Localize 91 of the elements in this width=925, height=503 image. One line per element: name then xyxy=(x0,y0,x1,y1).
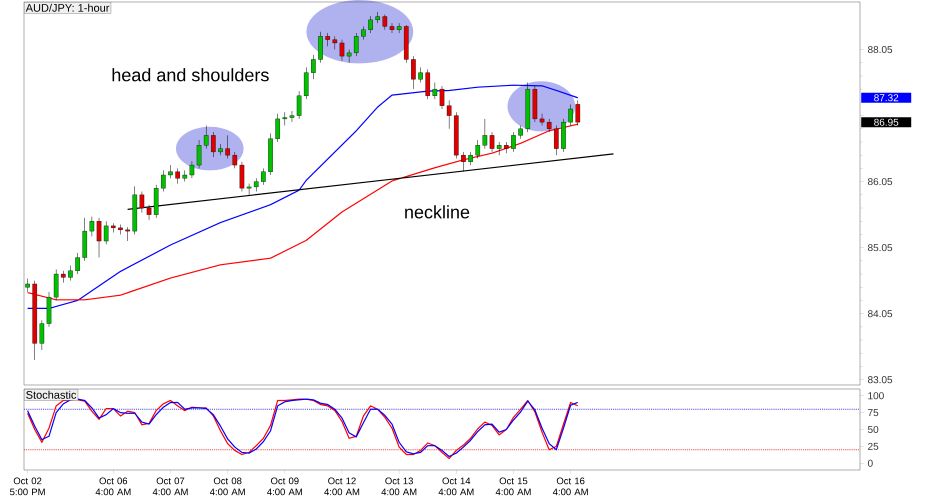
candlestick xyxy=(418,67,423,83)
candlestick xyxy=(540,113,544,126)
candlestick xyxy=(232,152,238,169)
candlestick xyxy=(554,125,559,156)
chart-title: AUD/JPY: 1-hour xyxy=(26,4,110,12)
candlestick xyxy=(440,86,444,110)
candlestick xyxy=(432,82,438,100)
text: 86.95 xyxy=(874,118,898,126)
y-tick-label: 86.05 xyxy=(868,178,892,186)
candlestick xyxy=(318,31,323,63)
y-tick-label: 84.05 xyxy=(868,310,892,318)
candlestick xyxy=(218,144,223,156)
candlestick xyxy=(575,100,580,126)
candlestick xyxy=(446,100,452,130)
candlestick xyxy=(68,265,73,281)
candlestick xyxy=(311,54,316,80)
candlestick xyxy=(40,320,44,350)
candlestick xyxy=(90,216,94,237)
candlestick xyxy=(511,132,516,152)
candlestick xyxy=(346,49,352,63)
candlestick xyxy=(375,12,380,24)
candlestick xyxy=(25,278,30,292)
y-tick-label: 85.05 xyxy=(868,244,892,252)
candlestick xyxy=(504,142,509,154)
candlestick xyxy=(368,16,373,34)
annotation: neckline xyxy=(405,205,470,218)
candlestick xyxy=(546,118,552,132)
candlestick xyxy=(390,22,394,34)
candlestick xyxy=(96,218,102,258)
y-tick-label: 100 xyxy=(868,392,884,400)
candlestick xyxy=(60,270,66,283)
candlestick xyxy=(361,26,366,40)
x-tick-label: Oct 16 4:00 AM xyxy=(552,478,588,496)
candlestick xyxy=(568,104,573,126)
y-tick-label: 75 xyxy=(868,409,878,416)
candlestick xyxy=(190,160,194,179)
candlestick xyxy=(475,140,480,159)
candlestick xyxy=(182,170,188,182)
candlestick xyxy=(240,162,244,192)
x-tick-label: Oct 08 4:00 AM xyxy=(210,478,245,496)
candlestick xyxy=(296,90,302,120)
candlestick xyxy=(75,252,80,274)
candlestick xyxy=(482,118,488,149)
x-tick-label: Oct 09 4:00 AM xyxy=(267,478,302,496)
y-tick-label: 25 xyxy=(868,442,878,450)
x-tick-label: Oct 12 4:00 AM xyxy=(324,478,360,496)
candlestick xyxy=(340,39,344,62)
x-tick-label: Oct 06 4:00 AM xyxy=(96,478,130,496)
x-tick-label: Oct 14 4:00 AM xyxy=(438,478,474,496)
candlestick xyxy=(411,56,416,90)
y-tick-label: 83.05 xyxy=(868,376,892,384)
candlestick xyxy=(111,222,116,233)
x-tick-label: Oct 15 4:00 AM xyxy=(496,478,531,496)
candlestick xyxy=(468,152,473,166)
candlestick xyxy=(518,125,523,139)
chart-title: Stochastic xyxy=(26,390,76,399)
candlestick xyxy=(118,224,123,235)
candlestick xyxy=(246,183,252,196)
candlestick xyxy=(104,220,108,245)
y-tick-label: 0 xyxy=(868,460,873,467)
candlestick xyxy=(161,170,166,192)
candlestick xyxy=(325,32,330,46)
x-tick-label: Oct 07 4:00 AM xyxy=(152,478,188,496)
candlestick xyxy=(382,14,388,30)
annotation: head and shoulders xyxy=(112,68,269,82)
x-tick-label: Oct 02 5:00 PM xyxy=(10,478,45,496)
y-tick-label: 88.05 xyxy=(868,46,892,54)
candlestick xyxy=(204,125,209,149)
candlestick xyxy=(168,164,173,179)
candlestick xyxy=(125,226,130,242)
candlestick xyxy=(304,67,309,100)
y-tick-label: 50 xyxy=(868,426,878,434)
candlestick xyxy=(290,110,294,122)
candlestick xyxy=(261,168,266,186)
candlestick xyxy=(496,142,502,156)
candlestick xyxy=(196,140,202,169)
candlestick xyxy=(282,112,288,126)
candlestick xyxy=(332,36,338,50)
candlestick xyxy=(54,269,58,301)
candlestick xyxy=(225,135,230,159)
candlestick xyxy=(254,178,259,192)
candlestick xyxy=(490,132,494,152)
x-tick-label: Oct 13 4:00 AM xyxy=(381,478,416,496)
candlestick xyxy=(396,22,402,34)
candlestick xyxy=(275,113,280,142)
line-series xyxy=(26,124,578,300)
candlestick xyxy=(175,168,180,184)
candlestick xyxy=(354,32,359,56)
text: 87.32 xyxy=(874,94,898,102)
candlestick xyxy=(211,132,216,158)
candlestick xyxy=(425,69,430,100)
